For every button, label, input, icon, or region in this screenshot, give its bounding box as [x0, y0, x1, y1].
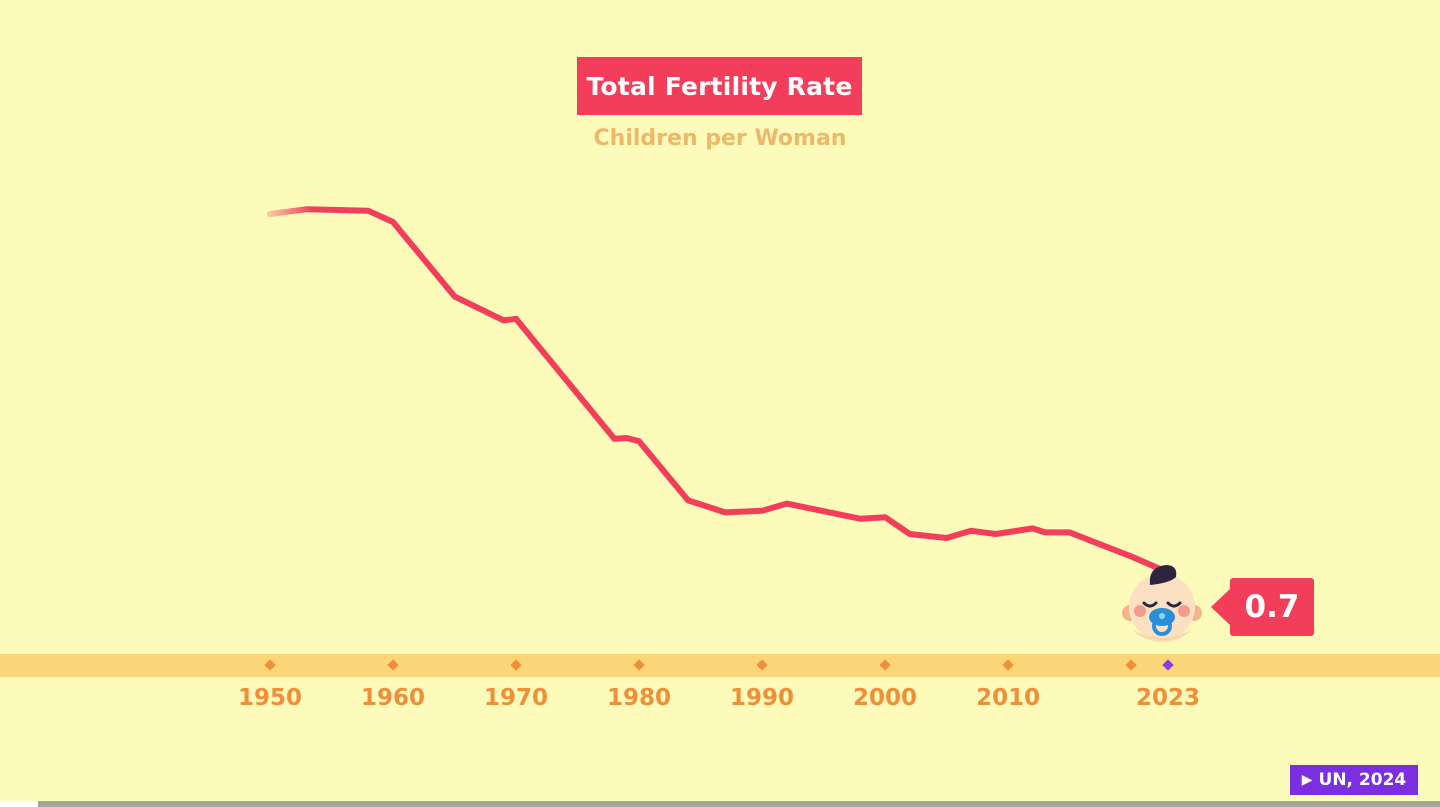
- x-tick-marker-2020: [1125, 659, 1137, 671]
- x-tick-marker-1950: [264, 659, 276, 671]
- x-tick-marker-2000: [879, 659, 891, 671]
- x-tick-label-1980: 1980: [607, 685, 671, 711]
- x-tick-label-2010: 2010: [976, 685, 1040, 711]
- timeline-band: [0, 654, 1440, 677]
- chart-title: Total Fertility Rate: [577, 57, 862, 115]
- x-tick-marker-1980: [633, 659, 645, 671]
- chart-subtitle: Children per Woman: [593, 126, 847, 151]
- x-tick-label-1950: 1950: [238, 685, 302, 711]
- video-progress-fill: [0, 801, 38, 807]
- source-label: UN, 2024: [1318, 770, 1407, 790]
- x-tick-marker-1960: [387, 659, 399, 671]
- x-tick-label-1990: 1990: [730, 685, 794, 711]
- x-tick-marker-1990: [756, 659, 768, 671]
- baby-face-icon: [1122, 565, 1202, 642]
- video-progress-bar[interactable]: [0, 801, 1440, 807]
- x-tick-label-2000: 2000: [853, 685, 917, 711]
- source-badge[interactable]: ▶ UN, 2024: [1290, 765, 1418, 795]
- play-icon: ▶: [1301, 772, 1313, 788]
- x-tick-label-2023: 2023: [1136, 685, 1200, 711]
- current-value-label: 0.7: [1211, 578, 1314, 636]
- x-tick-label-1960: 1960: [361, 685, 425, 711]
- x-tick-marker-2023: [1162, 659, 1174, 671]
- x-tick-marker-2010: [1002, 659, 1014, 671]
- x-tick-marker-1970: [510, 659, 522, 671]
- series-line-total-fertility-rate: [267, 206, 1171, 576]
- x-tick-label-1970: 1970: [484, 685, 548, 711]
